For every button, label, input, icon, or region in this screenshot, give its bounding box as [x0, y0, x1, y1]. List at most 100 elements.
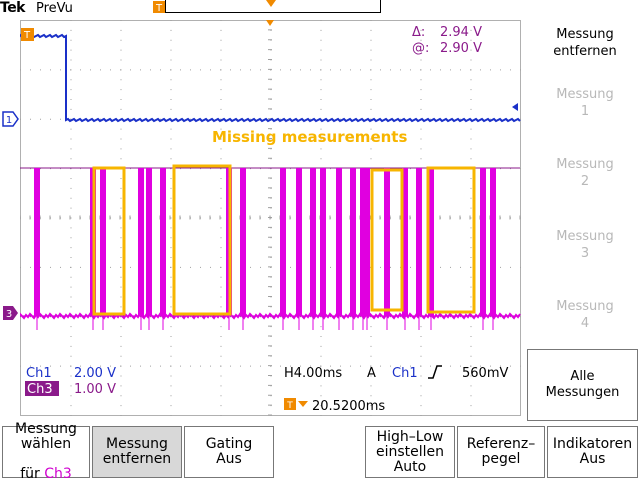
grid-dot — [420, 148, 422, 150]
referenzpegel-button[interactable]: Referenz– pegel — [457, 426, 545, 478]
grid-dot — [170, 39, 172, 41]
grid-dot — [470, 79, 472, 81]
grid-dot — [70, 365, 71, 367]
grid-dot — [70, 247, 72, 249]
grid-dot — [250, 118, 251, 120]
messung-entfernen-button[interactable]: Messung entfernen — [92, 426, 182, 478]
grid-dot — [420, 39, 422, 41]
grid-dot — [510, 168, 511, 170]
gating-button[interactable]: Gating Aus — [184, 426, 274, 478]
grid-dot — [410, 69, 411, 71]
grid-dot — [20, 69, 21, 71]
grid-dot — [120, 385, 122, 387]
grid-dot — [380, 316, 381, 318]
grid-dot — [220, 286, 222, 288]
grid-dot — [30, 266, 31, 268]
ch1-label: Ch1 — [26, 366, 52, 381]
grid-dot — [60, 69, 61, 71]
grid-dot — [320, 405, 322, 407]
grid-dot — [260, 365, 261, 367]
grid-dot — [420, 385, 422, 387]
right-menu-messung-4[interactable]: Messung 4 — [530, 298, 640, 332]
grid-dot — [370, 365, 371, 367]
grid-dot — [370, 355, 372, 357]
grid-dot — [170, 168, 171, 170]
grid-dot — [160, 365, 161, 367]
grid-dot — [250, 266, 251, 268]
horizontal-position: 20.5200ms — [312, 399, 385, 414]
grid-dot — [480, 365, 481, 367]
grid-dot — [470, 365, 471, 367]
grid-dot — [190, 168, 191, 170]
grid-dot — [410, 266, 411, 268]
grid-dot — [410, 168, 411, 170]
grid-dot — [470, 148, 472, 150]
grid-dot — [170, 375, 172, 377]
missing-measurement-box — [426, 166, 476, 314]
at-label: @: — [412, 41, 429, 56]
grid-dot — [520, 316, 521, 318]
grid-dot — [180, 168, 181, 170]
grid-dot — [100, 69, 101, 71]
grid-dot — [120, 49, 122, 51]
grid-dot — [220, 49, 222, 51]
ch1-trace-path — [20, 33, 521, 123]
ch3-pulse — [364, 168, 370, 316]
grid-dot — [470, 197, 472, 199]
grid-dot — [220, 99, 222, 100]
grid-dot — [170, 336, 172, 337]
grid-dot — [480, 316, 481, 318]
ch3-pulse — [320, 168, 326, 316]
grid-dot — [50, 365, 51, 367]
grid-dot — [50, 118, 51, 120]
right-menu-messung-1[interactable]: Messung 1 — [530, 86, 640, 120]
ch1-waveform — [20, 33, 521, 123]
grid-dot — [220, 257, 222, 258]
grid-dot — [440, 69, 441, 71]
grid-dot — [470, 158, 472, 160]
grid-dot — [470, 405, 472, 407]
high-low-button[interactable]: High–Low einstellen Auto — [365, 426, 455, 478]
grid-dot — [320, 415, 322, 416]
grid-dot — [120, 355, 122, 357]
grid-dot — [470, 178, 472, 179]
record-view-bracket — [165, 0, 381, 13]
grid-dot — [180, 316, 181, 318]
grid-dot — [70, 89, 72, 91]
indikatoren-button[interactable]: Indikatoren Aus — [547, 426, 638, 478]
grid-dot — [300, 69, 301, 71]
messung-waehlen-button[interactable]: Messung wählen für Ch3 — [2, 422, 90, 482]
grid-dot — [410, 365, 411, 367]
grid-dot — [520, 168, 521, 170]
ch3-pulse — [34, 168, 40, 316]
grid-dot — [90, 69, 91, 71]
grid-dot — [150, 365, 151, 367]
svg-text:T: T — [286, 401, 293, 411]
grid-dot — [70, 276, 72, 278]
grid-dot — [20, 365, 21, 367]
grid-dot — [340, 118, 341, 120]
grid-dot — [320, 158, 322, 160]
grid-dot — [250, 168, 251, 170]
right-menu-messung-2[interactable]: Messung 2 — [530, 156, 640, 190]
alle-messungen-button[interactable]: Alle Messungen — [527, 349, 638, 421]
grid-dot — [120, 286, 122, 288]
grid-dot — [170, 49, 172, 51]
grid-dot — [420, 108, 422, 110]
ch3-pulse — [384, 168, 390, 316]
grid-dot — [370, 148, 372, 150]
grid-dot — [470, 395, 472, 397]
grid-dot — [470, 99, 472, 100]
grid-dot — [170, 276, 172, 278]
grid-dot — [320, 345, 322, 347]
grid-dot — [70, 415, 72, 416]
grid-dot — [370, 385, 372, 387]
grid-dot — [470, 326, 472, 328]
grid-dot — [220, 365, 221, 367]
grid-dot — [170, 415, 172, 416]
grid-dot — [120, 99, 122, 100]
right-menu-messung-3[interactable]: Messung 3 — [530, 228, 640, 262]
grid-dot — [470, 108, 472, 110]
trigger-source: Ch1 — [392, 366, 418, 381]
grid-dot — [170, 178, 172, 179]
